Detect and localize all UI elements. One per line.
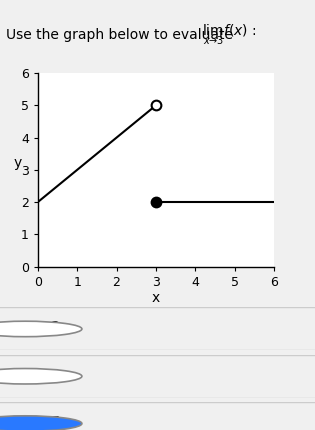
Circle shape [0,416,82,430]
X-axis label: x: x [152,292,160,305]
Y-axis label: y: y [14,156,22,170]
Text: 3: 3 [50,369,60,384]
Circle shape [0,321,82,337]
Circle shape [0,369,82,384]
Text: Use the graph below to evaluate: Use the graph below to evaluate [6,28,238,42]
Text: 5: 5 [50,416,60,430]
Text: 2: 2 [50,322,60,336]
Text: $\lim_{x \to 3}$$f(x)$ :: $\lim_{x \to 3}$$f(x)$ : [202,22,256,47]
